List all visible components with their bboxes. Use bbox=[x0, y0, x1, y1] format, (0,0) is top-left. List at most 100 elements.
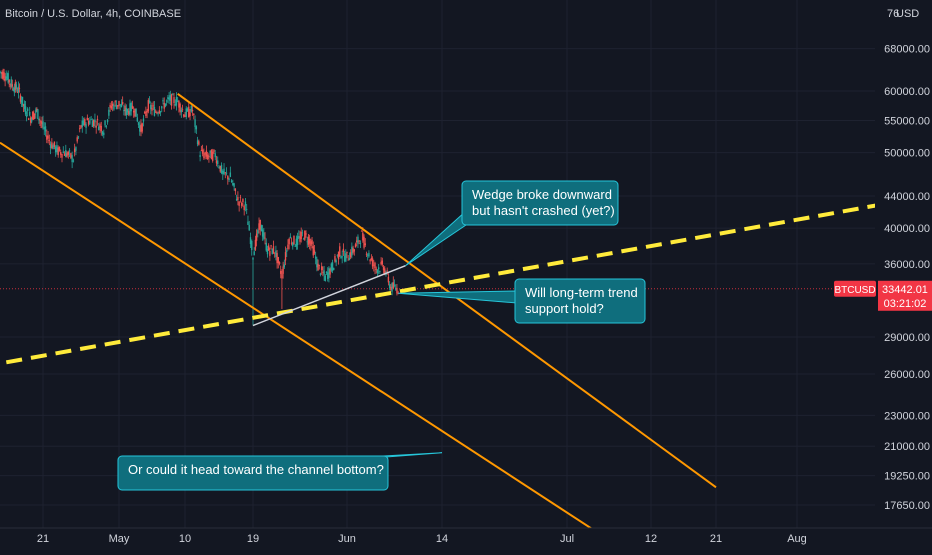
candle-up bbox=[176, 96, 179, 103]
candle-up bbox=[17, 81, 20, 99]
candle-up bbox=[294, 243, 296, 248]
y-tick-label: 21000.00 bbox=[884, 441, 930, 453]
candle-body bbox=[146, 110, 148, 113]
candle-body bbox=[204, 152, 206, 155]
candle-body bbox=[4, 78, 6, 81]
candle-body bbox=[90, 118, 92, 120]
candle-down bbox=[145, 106, 147, 119]
candle-down bbox=[354, 242, 357, 248]
candle-body bbox=[267, 245, 270, 251]
candle-up bbox=[162, 97, 164, 105]
candle-body bbox=[375, 268, 377, 270]
candle-body bbox=[33, 112, 35, 120]
candle-up bbox=[368, 250, 370, 258]
candle-up bbox=[253, 247, 255, 256]
candle-up bbox=[230, 178, 233, 183]
candle-down bbox=[183, 113, 185, 118]
candle-body bbox=[111, 103, 114, 106]
candle-down bbox=[99, 122, 101, 134]
candle-body bbox=[300, 231, 302, 240]
channel-bottom-line[interactable] bbox=[0, 141, 614, 544]
candle-down bbox=[173, 93, 175, 109]
candle-body bbox=[270, 245, 272, 247]
candle-down bbox=[163, 97, 165, 112]
candle-body bbox=[58, 146, 61, 151]
candle-body bbox=[254, 239, 257, 250]
candle-up bbox=[218, 164, 220, 169]
candle-body bbox=[318, 264, 320, 266]
candle-up bbox=[24, 100, 27, 116]
candle-body bbox=[73, 148, 76, 153]
y-tick-label: 19250.00 bbox=[884, 471, 930, 483]
candle-up bbox=[7, 70, 9, 85]
candle-body bbox=[168, 97, 170, 100]
candle-body bbox=[357, 236, 359, 244]
candle-body bbox=[52, 145, 54, 150]
candle-down bbox=[57, 145, 59, 158]
candle-body bbox=[51, 142, 53, 149]
candle-up bbox=[223, 163, 225, 176]
candle-body bbox=[103, 132, 105, 136]
long-term-trend-line[interactable] bbox=[0, 192, 932, 384]
candle-down bbox=[131, 100, 134, 110]
y-tick-label: 23000.00 bbox=[884, 410, 930, 422]
candle-up bbox=[175, 92, 178, 111]
candle-down bbox=[188, 101, 190, 118]
candle-up bbox=[72, 158, 75, 163]
candle-up bbox=[89, 116, 91, 126]
last-price-label: 33442.01 bbox=[882, 284, 928, 296]
candle-down bbox=[342, 243, 345, 256]
candle-up bbox=[169, 90, 172, 106]
callout-text: Will long-term trend bbox=[525, 285, 638, 300]
candle-down bbox=[58, 146, 61, 152]
candle-body bbox=[348, 257, 351, 261]
wedge-support-line[interactable] bbox=[252, 265, 406, 327]
candle-up bbox=[21, 96, 24, 108]
candle-down bbox=[92, 119, 95, 128]
candle-body bbox=[343, 255, 346, 262]
candle-body bbox=[302, 238, 305, 240]
candle-down bbox=[267, 243, 270, 251]
candle-up bbox=[123, 104, 125, 116]
candle-up bbox=[20, 96, 23, 108]
candle-body bbox=[228, 178, 230, 180]
candle-down bbox=[276, 250, 278, 269]
candle-body bbox=[71, 155, 73, 163]
candle-body bbox=[304, 230, 306, 240]
candle-body bbox=[280, 270, 282, 274]
candle-body bbox=[191, 110, 194, 112]
candle-up bbox=[235, 194, 238, 202]
callout-bottom[interactable]: Or could it head toward the channel bott… bbox=[117, 452, 443, 491]
candle-body bbox=[99, 124, 101, 128]
candle-body bbox=[2, 71, 4, 79]
candle-down bbox=[238, 200, 240, 212]
candle-body bbox=[296, 236, 299, 245]
candle-body bbox=[150, 104, 152, 110]
candle-down bbox=[3, 68, 5, 82]
candle-body bbox=[100, 125, 102, 132]
candle-body bbox=[65, 149, 67, 158]
candle-body bbox=[288, 238, 290, 245]
time-axis[interactable]: 21 May 10 19 Jun 14 Jul 12 21 Aug bbox=[0, 527, 932, 550]
candle-down bbox=[141, 122, 143, 134]
candle-up bbox=[323, 265, 325, 281]
candle-body bbox=[384, 268, 386, 274]
candle-up bbox=[306, 236, 308, 248]
candle-body bbox=[329, 269, 331, 275]
candle-body bbox=[56, 145, 58, 153]
candle-up bbox=[71, 151, 73, 169]
x-tick-label: Jul bbox=[560, 533, 574, 545]
channel-top-line[interactable] bbox=[177, 93, 717, 489]
candle-body bbox=[314, 256, 317, 259]
candle-up bbox=[222, 169, 224, 180]
candle-up bbox=[94, 113, 96, 128]
candle-down bbox=[124, 103, 126, 116]
candle-up bbox=[376, 268, 379, 278]
candle-down bbox=[270, 244, 272, 250]
candle-up bbox=[275, 245, 277, 261]
